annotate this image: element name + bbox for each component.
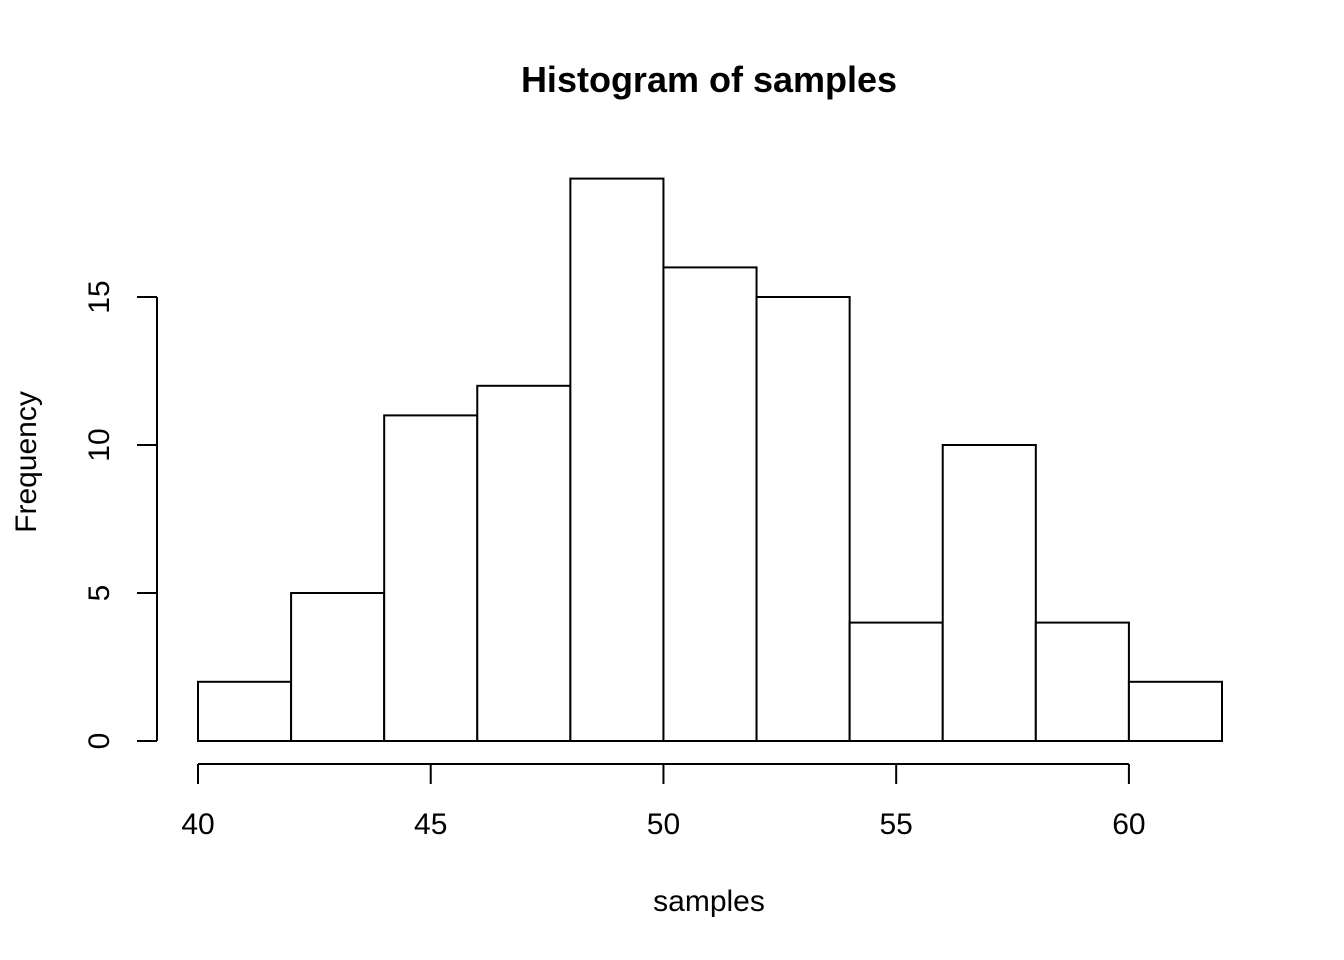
histogram-bar-4 <box>476 384 572 742</box>
histogram-bar-9 <box>941 444 1037 742</box>
y-tick-label: 0 <box>83 733 116 750</box>
histogram-bar-10 <box>1034 621 1130 742</box>
chart-title: Histogram of samples <box>521 59 897 100</box>
y-tick-label: 10 <box>83 428 116 461</box>
histogram-bar-7 <box>755 296 851 742</box>
histogram-bar-5 <box>569 177 665 743</box>
histogram-bar-11 <box>1127 680 1223 742</box>
x-axis-label: samples <box>653 885 765 918</box>
y-tick-label: 15 <box>83 280 116 313</box>
histogram-bar-3 <box>383 414 479 742</box>
x-tick-label: 60 <box>1112 808 1145 841</box>
histogram-bars <box>197 177 1223 743</box>
histogram-bar-8 <box>848 621 944 742</box>
x-tick-label: 40 <box>181 808 214 841</box>
x-axis: 40 45 50 55 60 <box>181 763 1146 841</box>
x-tick-label: 45 <box>414 808 447 841</box>
histogram-bar-1 <box>197 680 293 742</box>
x-tick-label: 50 <box>647 808 680 841</box>
x-tick-label: 55 <box>879 808 912 841</box>
histogram-bar-2 <box>290 592 386 742</box>
histogram-bar-6 <box>662 266 758 742</box>
y-tick-label: 5 <box>83 585 116 602</box>
y-axis: 0 5 10 15 <box>83 280 158 750</box>
y-axis-label: Frequency <box>10 391 43 533</box>
